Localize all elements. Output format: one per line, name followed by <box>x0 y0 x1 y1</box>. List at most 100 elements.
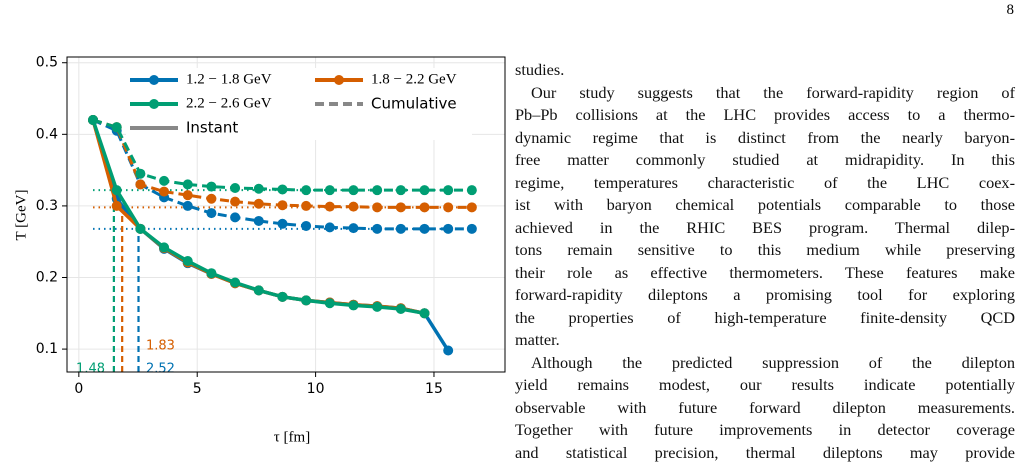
cumulative-point <box>372 223 383 234</box>
instant-point <box>301 295 312 306</box>
cumulative-point <box>348 223 359 234</box>
legend-label: 1.8 − 2.2 GeV <box>371 71 457 87</box>
legend-label: Instant <box>186 119 238 137</box>
text-line: matter. <box>515 330 560 349</box>
y-tick-label: 0.4 <box>36 126 58 142</box>
cumulative-point <box>111 122 122 133</box>
instant-point <box>372 301 383 312</box>
text-line: dynamic regime that is distinct from the… <box>515 127 1015 147</box>
cumulative-point <box>466 202 477 213</box>
legend-label: 1.2 − 1.8 GeV <box>186 71 272 87</box>
chart: T [GeV] τ [fm] 0.1 0.2 0.3 0.4 0.5 0 5 10 15 2.52… <box>13 55 506 445</box>
plot-frame <box>66 56 506 373</box>
instant-point <box>88 115 99 125</box>
y-tick-label: 0.1 <box>36 341 58 357</box>
cumulative-point <box>182 200 193 211</box>
cumulative-point <box>419 223 430 234</box>
crossing-label: 2.52 <box>146 362 175 377</box>
cumulative-point <box>372 185 383 196</box>
text-line: ist with baryon chemical potentials comp… <box>515 195 1015 214</box>
instant-point <box>324 298 335 309</box>
legend-label: 2.2 − 2.6 GeV <box>186 95 272 111</box>
cumulative-point <box>135 179 146 190</box>
cumulative-point <box>466 223 477 234</box>
text-line: Our study suggests that the forward-rapi… <box>531 82 1015 102</box>
cumulative-point <box>253 198 264 209</box>
cumulative-point <box>230 196 241 207</box>
instant-point <box>111 200 122 211</box>
cumulative-point <box>395 185 406 196</box>
cumulative-point <box>206 208 217 219</box>
cumulative-point <box>324 222 335 233</box>
x-tick-label: 10 <box>307 381 325 397</box>
x-tick-label: 0 <box>74 381 83 397</box>
cumulative-point <box>419 185 430 196</box>
cumulative-point <box>253 183 264 194</box>
text-line: Pb–Pb collisions at the LHC provides acc… <box>515 105 1015 124</box>
legend-marker <box>149 75 159 85</box>
cumulative-point <box>395 202 406 213</box>
cumulative-point <box>159 186 170 197</box>
x-tick-label: 15 <box>425 381 443 397</box>
text-line: studies. <box>515 60 565 79</box>
instant-point <box>253 285 264 296</box>
y-tick-label: 0.5 <box>36 55 58 71</box>
cumulative-point <box>443 202 454 213</box>
y-axis-label: T [GeV] <box>13 190 29 241</box>
text-line: forward-rapidity dileptons a promising t… <box>515 285 1015 304</box>
instant-point <box>111 185 122 196</box>
cumulative-point <box>135 168 146 179</box>
y-tick-label: 0.3 <box>36 198 58 214</box>
cumulative-point <box>301 185 312 196</box>
instant-point <box>277 291 288 302</box>
x-axis-label: τ [fm] <box>274 429 310 445</box>
legend-box <box>126 68 472 140</box>
instant-point <box>348 300 359 311</box>
text-column: studies. Our study suggests that the forw… <box>515 59 1015 464</box>
text-line: Although the predicted suppression of th… <box>531 352 1015 372</box>
cumulative-line <box>92 118 472 231</box>
instant-point <box>419 308 430 319</box>
text-line: the properties of high-temperature finit… <box>515 307 1015 327</box>
cumulative-point <box>230 183 241 194</box>
cumulative-point <box>253 215 264 226</box>
text-line: their role as effective thermometers. Th… <box>515 262 1015 282</box>
cumulative-point <box>443 185 454 196</box>
instant-point <box>206 268 217 279</box>
cumulative-point <box>182 190 193 201</box>
cumulative-point <box>159 175 170 186</box>
cumulative-point <box>277 218 288 229</box>
legend-marker <box>334 75 344 85</box>
cumulative-point <box>324 201 335 212</box>
cumulative-point <box>372 202 383 213</box>
cumulative-point <box>348 185 359 196</box>
cumulative-point <box>277 184 288 195</box>
text-line: yield remains modest, our results indica… <box>515 375 1015 394</box>
text-line: Together with future improvements in det… <box>515 420 1015 439</box>
text-line: and statistical precision, thermal dilep… <box>515 442 1015 462</box>
x-tick-label: 5 <box>193 381 202 397</box>
y-tick-label: 0.2 <box>36 270 58 286</box>
instant-point <box>443 345 454 356</box>
legend: 1.2 − 1.8 GeV 1.8 − 2.2 GeV 2.2 − 2.6 GeV C… <box>126 68 472 140</box>
cumulative-point <box>182 179 193 190</box>
cumulative-point <box>395 223 406 234</box>
cumulative-point <box>419 202 430 213</box>
cumulative-point <box>466 185 477 196</box>
instant-point <box>395 304 406 314</box>
cumulative-point <box>301 200 312 211</box>
crossing-label: 1.48 <box>76 362 105 377</box>
cumulative-point <box>206 181 217 192</box>
instant-point <box>182 256 193 267</box>
instant-point <box>159 242 170 253</box>
page-number: 8 <box>1006 2 1015 18</box>
legend-marker <box>149 99 159 109</box>
crossing-label: 1.83 <box>146 339 175 354</box>
text-line: tons remain sensitive to this medium whi… <box>515 240 1015 259</box>
cumulative-point <box>277 200 288 211</box>
text-line: observable with future forward dilepton … <box>515 397 1015 417</box>
text-line: regime, temperatures characteristic of t… <box>515 172 1015 192</box>
cumulative-point <box>301 220 312 231</box>
cumulative-point <box>443 223 454 234</box>
